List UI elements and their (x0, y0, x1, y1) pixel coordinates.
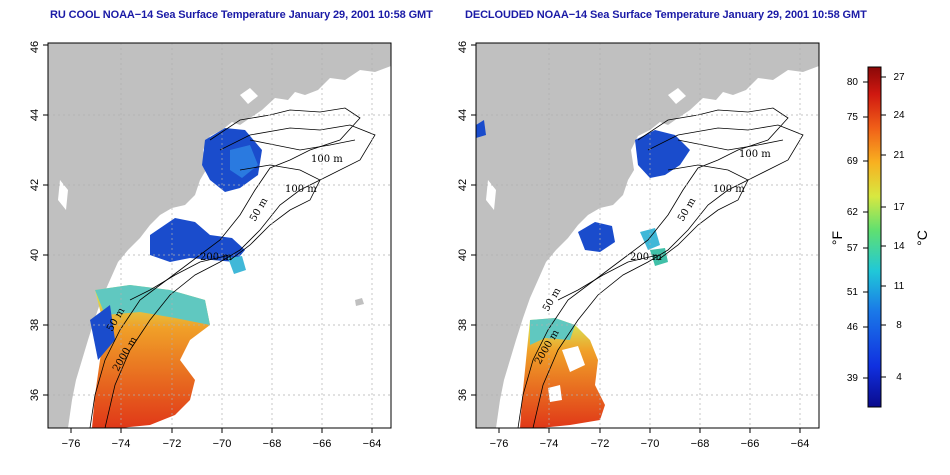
colorbar: 80 75 69 62 57 51 46 39 27 24 21 17 14 1… (829, 66, 930, 408)
colorbar-c-tick: 17 (893, 202, 905, 213)
left-grid (48, 43, 391, 428)
colorbar-c-tick: 14 (893, 241, 905, 252)
left-x-tick: −74 (112, 438, 131, 450)
left-axis-ticks (43, 44, 373, 433)
left-map-panel: 100 m 100 m 50 m 200 m 50 m 2000 m −76 −… (29, 41, 392, 450)
left-contour-label-100m-a: 100 m (311, 154, 343, 165)
colorbar-c-tick: 27 (893, 72, 905, 83)
colorbar-c-tick: 21 (893, 150, 905, 161)
left-x-tick: −68 (263, 438, 282, 450)
colorbar-fahrenheit-unit: °F (829, 231, 845, 245)
right-y-tick: 44 (457, 109, 469, 121)
right-x-tick: −76 (490, 438, 509, 450)
right-x-tick: −64 (791, 438, 810, 450)
right-x-tick: −68 (691, 438, 710, 450)
colorbar-c-tick: 11 (894, 281, 905, 292)
right-y-tick: 38 (457, 319, 469, 331)
left-land (48, 43, 391, 428)
colorbar-f-tick: 57 (847, 243, 859, 254)
right-y-tick-labels: 36 38 40 42 44 46 (457, 41, 469, 401)
right-y-tick: 36 (457, 389, 469, 401)
colorbar-f-tick: 80 (847, 77, 859, 88)
colorbar-f-tick: 75 (847, 112, 859, 123)
colorbar-c-tick: 8 (896, 320, 902, 331)
left-y-tick: 46 (29, 41, 41, 53)
left-x-tick: −76 (62, 438, 81, 450)
colorbar-c-tick: 4 (896, 372, 902, 383)
left-sst-gulf-stream (92, 285, 210, 428)
left-contour-label-200m: 200 m (200, 252, 232, 263)
right-contour-label-200m: 200 m (630, 252, 662, 263)
right-x-tick: −74 (540, 438, 559, 450)
left-y-tick: 36 (29, 389, 41, 401)
left-x-tick: −64 (363, 438, 382, 450)
left-y-tick: 40 (29, 249, 41, 261)
left-panel-title: RU COOL NOAA−14 Sea Surface Temperature … (50, 9, 433, 21)
right-contour-label-100m-b: 100 m (713, 184, 745, 195)
colorbar-celsius-unit: °C (914, 230, 930, 246)
right-x-tick: −72 (591, 438, 610, 450)
colorbar-f-tick: 62 (847, 207, 859, 218)
right-land (476, 43, 819, 428)
left-y-tick: 44 (29, 109, 41, 121)
colorbar-f-tick: 46 (847, 322, 859, 333)
left-x-tick: −72 (163, 438, 182, 450)
right-sst-gulf-stream (520, 318, 605, 428)
right-map-panel: 100 m 100 m 50 m 200 m 50 m 2000 m −76 −… (457, 41, 820, 450)
right-x-tick: −70 (641, 438, 660, 450)
left-contour-label-100m-b: 100 m (285, 184, 317, 195)
colorbar-c-tick: 24 (893, 110, 905, 121)
colorbar-gradient (867, 66, 882, 408)
right-y-tick: 46 (457, 41, 469, 53)
left-lake (58, 180, 68, 210)
left-x-tick: −70 (213, 438, 232, 450)
colorbar-celsius-ticks: 27 24 21 17 14 11 8 4 (893, 72, 905, 383)
left-y-tick: 38 (29, 319, 41, 331)
right-bathymetry-contours (517, 107, 804, 428)
right-y-tick: 42 (457, 179, 469, 191)
colorbar-fahrenheit-ticks: 80 75 69 62 57 51 46 39 (847, 77, 859, 384)
right-x-tick: −66 (741, 438, 760, 450)
right-y-tick: 40 (457, 249, 469, 261)
left-x-tick: −66 (313, 438, 332, 450)
colorbar-f-tick: 39 (847, 373, 859, 384)
left-x-tick-labels: −76 −74 −72 −70 −68 −66 −64 (62, 438, 382, 450)
left-y-tick: 42 (29, 179, 41, 191)
right-axis-ticks (471, 44, 801, 433)
right-x-tick-labels: −76 −74 −72 −70 −68 −66 −64 (490, 438, 810, 450)
right-grid (476, 43, 819, 428)
left-y-tick-labels: 36 38 40 42 44 46 (29, 41, 41, 401)
colorbar-f-tick: 69 (847, 156, 859, 167)
left-bathymetry-contours (89, 107, 376, 428)
colorbar-f-tick: 51 (847, 287, 859, 298)
right-panel-title: DECLOUDED NOAA−14 Sea Surface Temperatur… (465, 9, 867, 21)
right-contour-label-100m-a: 100 m (739, 149, 771, 160)
right-sst-gulf-of-maine (635, 130, 690, 178)
